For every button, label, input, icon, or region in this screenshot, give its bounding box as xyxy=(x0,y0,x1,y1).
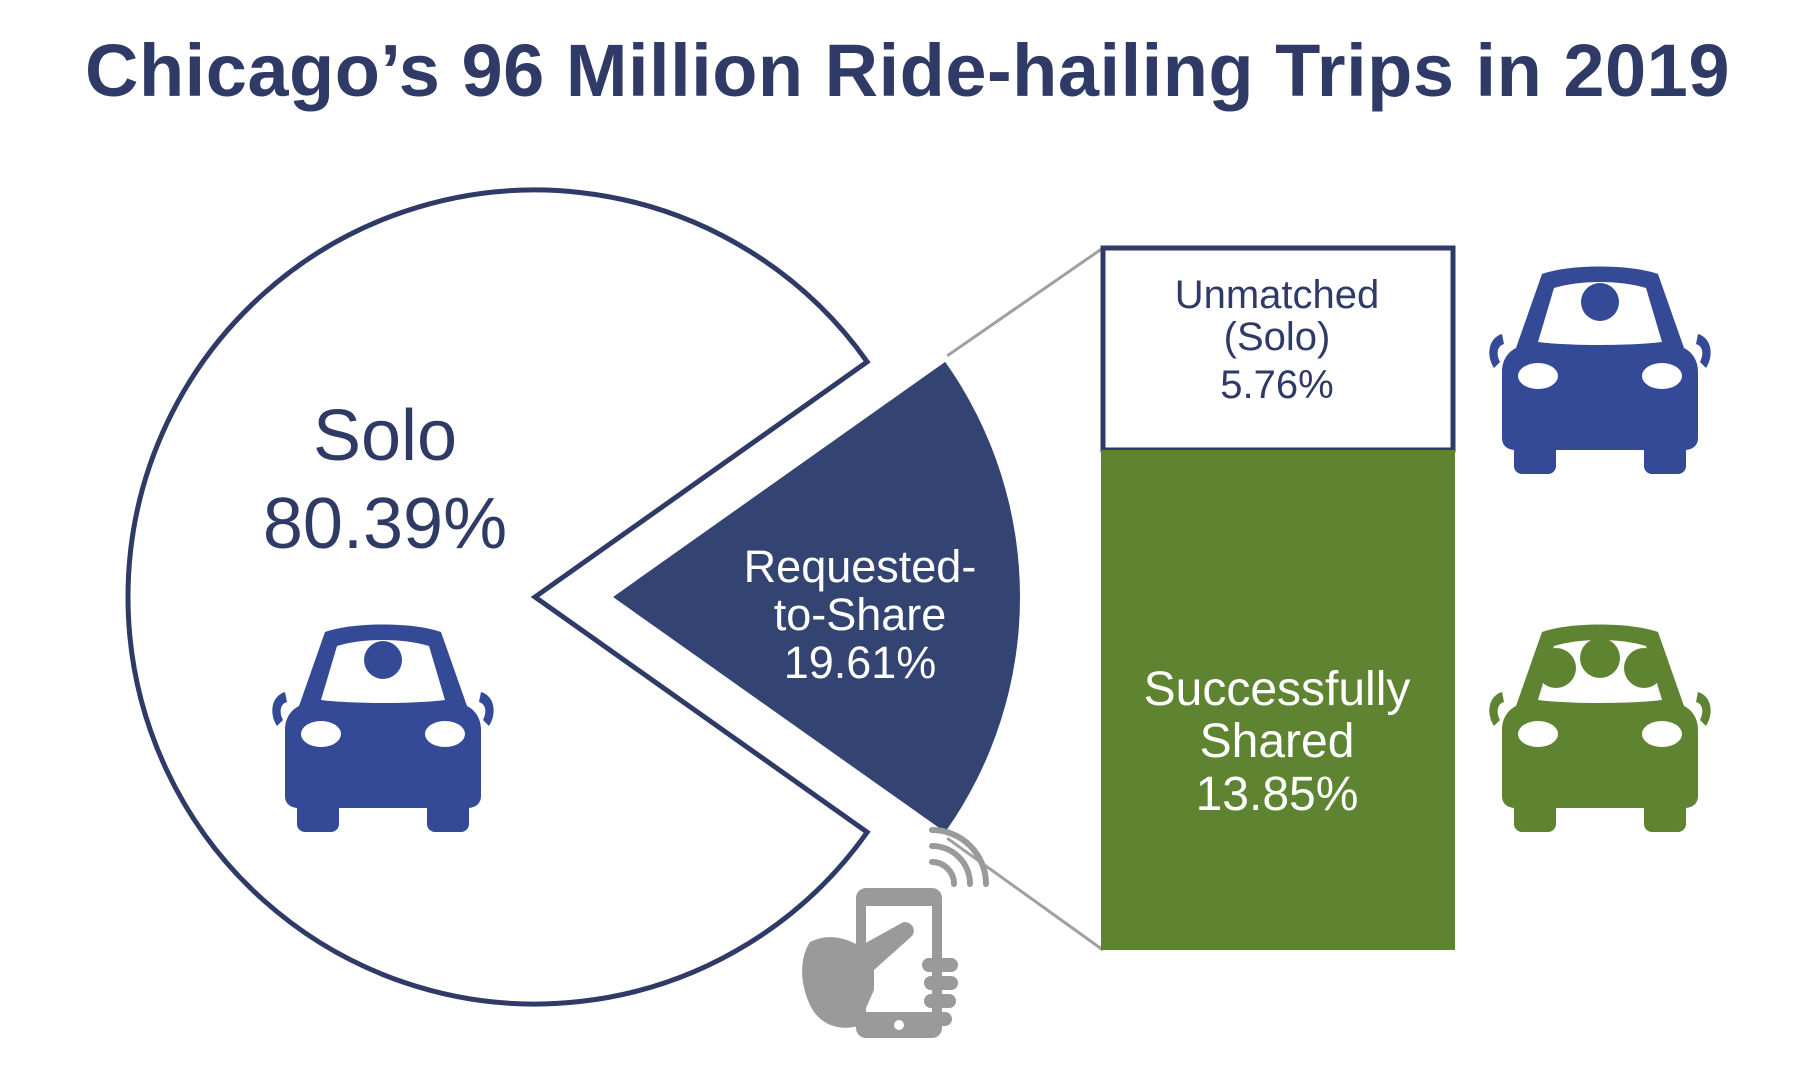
slice-label-requested-line2: to-Share xyxy=(774,589,947,640)
bar-label-shared-line2: Shared xyxy=(1200,715,1355,768)
bar-value-shared: 13.85% xyxy=(1196,768,1359,821)
slice-value-solo: 80.39% xyxy=(263,484,507,564)
bar-segment-unmatched xyxy=(1100,245,1456,453)
smartphone-hand-icon xyxy=(802,827,989,1038)
slice-value-requested: 19.61% xyxy=(784,637,937,688)
bar-label-unmatched-line2: (Solo) xyxy=(1224,315,1331,359)
car-solo-icon xyxy=(272,624,494,832)
connector-line-top xyxy=(946,246,1104,358)
chart-title: Chicago’s 96 Million Ride-hailing Trips … xyxy=(85,29,1730,112)
slice-label-requested-line1: Requested- xyxy=(744,541,977,592)
bar-segment-shared xyxy=(1101,450,1455,950)
bar-value-unmatched: 5.76% xyxy=(1220,363,1333,407)
car-shared-icon xyxy=(1489,624,1711,832)
pie-slice-requested-to-share xyxy=(613,361,1020,833)
bar-label-shared-line1: Successfully xyxy=(1144,663,1411,716)
slice-label-solo: Solo xyxy=(313,396,457,476)
connector-line-bottom xyxy=(946,836,1104,952)
car-unmatched-icon xyxy=(1489,266,1711,474)
bar-label-unmatched-line1: Unmatched xyxy=(1175,273,1380,317)
